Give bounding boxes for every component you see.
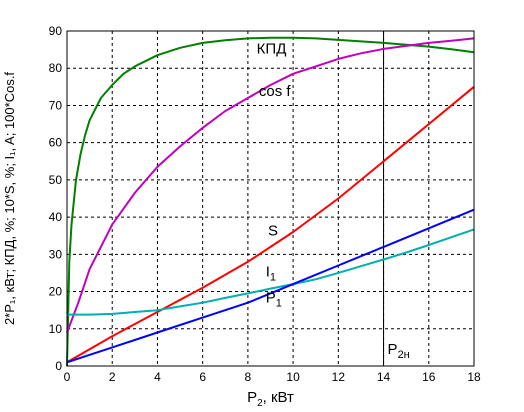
y-tick-label: 10 bbox=[49, 322, 63, 336]
y-tick-label: 90 bbox=[49, 24, 63, 38]
plot-frame bbox=[66, 30, 475, 367]
series-label-кпд: КПД bbox=[257, 40, 287, 57]
y-tick-label: 20 bbox=[49, 285, 63, 299]
rated-power-label: P2н bbox=[388, 341, 410, 361]
x-tick-label: 10 bbox=[286, 370, 300, 384]
series-line-кпд bbox=[66, 36, 475, 367]
x-tick-labels: 0 2 4 6 8 10 12 14 16 18 bbox=[64, 370, 481, 384]
x-tick-label: 0 bbox=[64, 370, 71, 384]
series-label-cos-f: cos f bbox=[259, 83, 292, 100]
x-tick-label: 6 bbox=[199, 370, 206, 384]
y-tick-label: 50 bbox=[49, 173, 63, 187]
x-tick-label: 18 bbox=[467, 370, 481, 384]
y-tick-label: 70 bbox=[49, 98, 63, 112]
series-label-p1: P1 bbox=[266, 290, 282, 310]
x-tick-label: 14 bbox=[377, 370, 391, 384]
y-axis-label: 2*P₁, кВт; КПД, %; 10*S, %; I₁, A; 100*C… bbox=[2, 72, 17, 325]
y-tick-label: 30 bbox=[49, 247, 63, 261]
x-tick-label: 4 bbox=[154, 370, 161, 384]
x-axis-label-main: P bbox=[247, 389, 257, 406]
x-tick-label: 12 bbox=[332, 370, 346, 384]
x-tick-label: 8 bbox=[245, 370, 252, 384]
y-tick-label: 80 bbox=[49, 61, 63, 75]
series-line-s bbox=[66, 86, 475, 364]
series-label-s: S bbox=[268, 223, 278, 240]
x-tick-label: 16 bbox=[422, 370, 436, 384]
series-labels: КПД cos f S I1 P1 bbox=[257, 40, 292, 309]
series-label-i1: I1 bbox=[266, 264, 276, 284]
rated-power-line: P2н bbox=[383, 31, 410, 366]
grid bbox=[67, 31, 474, 366]
series-line-cos-f bbox=[66, 37, 475, 333]
series-lines bbox=[66, 36, 475, 367]
x-axis-label-unit: , кВт bbox=[263, 389, 294, 406]
x-tick-label: 2 bbox=[109, 370, 116, 384]
series-line-i1 bbox=[67, 228, 475, 316]
y-tick-labels: 0 10 20 30 40 50 60 70 80 90 bbox=[49, 24, 63, 373]
series-line-p1 bbox=[66, 208, 475, 364]
x-axis-label: P2, кВт bbox=[247, 389, 294, 409]
y-tick-label: 0 bbox=[55, 359, 62, 373]
y-tick-label: 40 bbox=[49, 210, 63, 224]
y-tick-label: 60 bbox=[49, 136, 63, 150]
x-axis-label-sub: 2 bbox=[257, 398, 263, 409]
